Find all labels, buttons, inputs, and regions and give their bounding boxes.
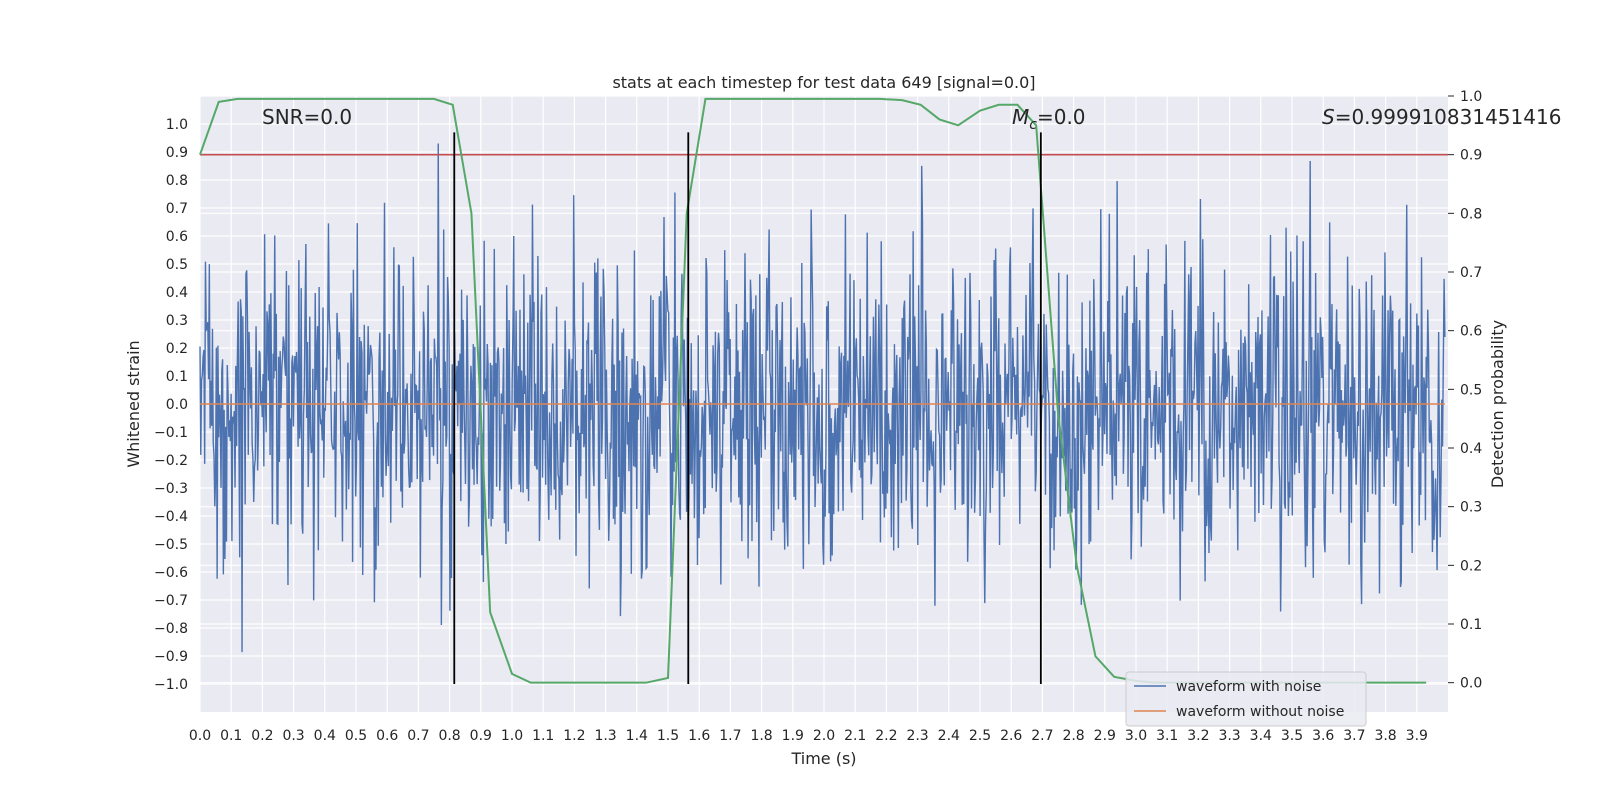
x-tick-label: 1.4 (626, 728, 648, 744)
x-tick-label: 3.8 (1374, 728, 1396, 744)
y-tick-label: 0.4 (166, 285, 188, 301)
x-tick-label: 0.8 (438, 728, 460, 744)
x-tick-label: 3.0 (1125, 728, 1147, 744)
y-tick-label: 0.7 (166, 201, 188, 217)
x-tick-label: 2.1 (844, 728, 866, 744)
x-tick-label: 2.2 (875, 728, 897, 744)
y-tick-label: 0.0 (166, 397, 188, 413)
x-tick-label: 1.1 (532, 728, 554, 744)
x-tick-label: 2.3 (906, 728, 928, 744)
x-tick-label: 3.1 (1156, 728, 1178, 744)
y2-tick-label: 0.8 (1460, 206, 1482, 222)
y2-tick-label: 0.2 (1460, 558, 1482, 574)
x-tick-label: 2.0 (813, 728, 835, 744)
y2-tick-label: 0.3 (1460, 500, 1482, 516)
y-tick-label: −0.3 (154, 481, 188, 497)
x-tick-label: 3.4 (1250, 728, 1272, 744)
x-tick-label: 1.0 (501, 728, 523, 744)
y-tick-label: −1.0 (154, 677, 188, 693)
y2-tick-label: 0.5 (1460, 382, 1482, 398)
y-tick-label: 0.8 (166, 173, 188, 189)
x-tick-label: 1.2 (563, 728, 585, 744)
y-tick-label: −0.7 (154, 593, 188, 609)
y-tick-label: −0.4 (154, 509, 188, 525)
y2-tick-label: 0.0 (1460, 676, 1482, 692)
x-tick-label: 0.0 (189, 728, 211, 744)
y-tick-label: 0.2 (166, 341, 188, 357)
y-tick-label: 0.6 (166, 229, 188, 245)
x-tick-label: 0.4 (314, 728, 336, 744)
y-tick-label: −0.5 (154, 537, 188, 553)
y-axis-ticks: 1.0 0.9 0.8 0.7 0.6 0.5 0.4 0.3 0.2 0.1 0.0 −0.1 −0.… (154, 117, 188, 693)
y2-tick-label: 0.6 (1460, 324, 1482, 340)
x-tick-label: 0.2 (251, 728, 273, 744)
x-tick-label: 1.8 (750, 728, 772, 744)
x-tick-label: 0.5 (345, 728, 367, 744)
y-tick-label: −0.2 (154, 453, 188, 469)
x-tick-label: 3.6 (1312, 728, 1334, 744)
y2-tick-label: 0.1 (1460, 617, 1482, 633)
legend-box (1125, 671, 1367, 727)
chart-title: stats at each timestep for test data 649… (612, 73, 1035, 92)
y2-tick-label: 0.9 (1460, 148, 1482, 164)
y-axis-label: Whitened strain (124, 340, 143, 467)
s-annotation: S=0.999910831451416 (1322, 105, 1561, 129)
y-tick-label: −0.1 (154, 425, 188, 441)
legend-label-clean: waveform without noise (1176, 704, 1344, 720)
x-tick-label: 1.5 (657, 728, 679, 744)
chirp-mass-symbol: M (1012, 105, 1029, 129)
y2-axis-label: Detection probability (1488, 320, 1507, 488)
y-tick-label: 0.1 (166, 369, 188, 385)
x-tick-label: 1.3 (594, 728, 616, 744)
x-tick-label: 0.1 (220, 728, 242, 744)
x-tick-label: 1.7 (719, 728, 741, 744)
y-tick-label: 0.9 (166, 145, 188, 161)
event-markers (453, 132, 1042, 684)
x-tick-label: 0.7 (407, 728, 429, 744)
legend: waveform with noise waveform without noi… (1125, 671, 1367, 727)
chirp-mass-subscript: c (1029, 117, 1037, 133)
x-tick-label: 3.5 (1281, 728, 1303, 744)
x-tick-label: 0.9 (470, 728, 492, 744)
x-tick-label: 2.7 (1031, 728, 1053, 744)
s-symbol: S (1322, 105, 1335, 129)
x-tick-label: 3.3 (1218, 728, 1240, 744)
x-axis-label: Time (s) (790, 749, 856, 768)
y2-tick-label: 1.0 (1460, 89, 1482, 105)
snr-annotation: SNR=0.0 (262, 105, 352, 129)
x-tick-label: 2.8 (1062, 728, 1084, 744)
x-tick-label: 1.6 (688, 728, 710, 744)
x-tick-label: 0.3 (282, 728, 304, 744)
y-tick-label: 0.3 (166, 313, 188, 329)
x-tick-label: 2.5 (969, 728, 991, 744)
chirp-mass-value: =0.0 (1037, 105, 1086, 129)
x-tick-label: 3.9 (1406, 728, 1428, 744)
s-value: =0.999910831451416 (1335, 105, 1562, 129)
legend-label-noisy: waveform with noise (1176, 679, 1321, 695)
y2-tick-label: 0.4 (1460, 441, 1482, 457)
x-axis-ticks: 0.0 0.1 0.2 0.3 0.4 0.5 0.6 0.7 0.8 0.9 1.0 1.1 1.2 1… (189, 728, 1428, 744)
y-tick-label: −0.9 (154, 649, 188, 665)
y-tick-label: −0.8 (154, 621, 188, 637)
x-tick-label: 2.9 (1094, 728, 1116, 744)
y2-axis-ticks: 1.0 0.9 0.8 0.7 0.6 0.5 0.4 0.3 0.2 0.1 0.0 (1448, 89, 1482, 692)
x-tick-label: 0.6 (376, 728, 398, 744)
y-tick-label: −0.6 (154, 565, 188, 581)
y-tick-label: 0.5 (166, 257, 188, 273)
x-tick-label: 2.4 (938, 728, 960, 744)
x-tick-label: 1.9 (782, 728, 804, 744)
chirp-mass-annotation: Mc=0.0 (1012, 105, 1086, 133)
x-tick-label: 3.7 (1343, 728, 1365, 744)
y-tick-label: 1.0 (166, 117, 188, 133)
y2-tick-label: 0.7 (1460, 265, 1482, 281)
x-tick-label: 2.6 (1000, 728, 1022, 744)
x-tick-label: 3.2 (1187, 728, 1209, 744)
